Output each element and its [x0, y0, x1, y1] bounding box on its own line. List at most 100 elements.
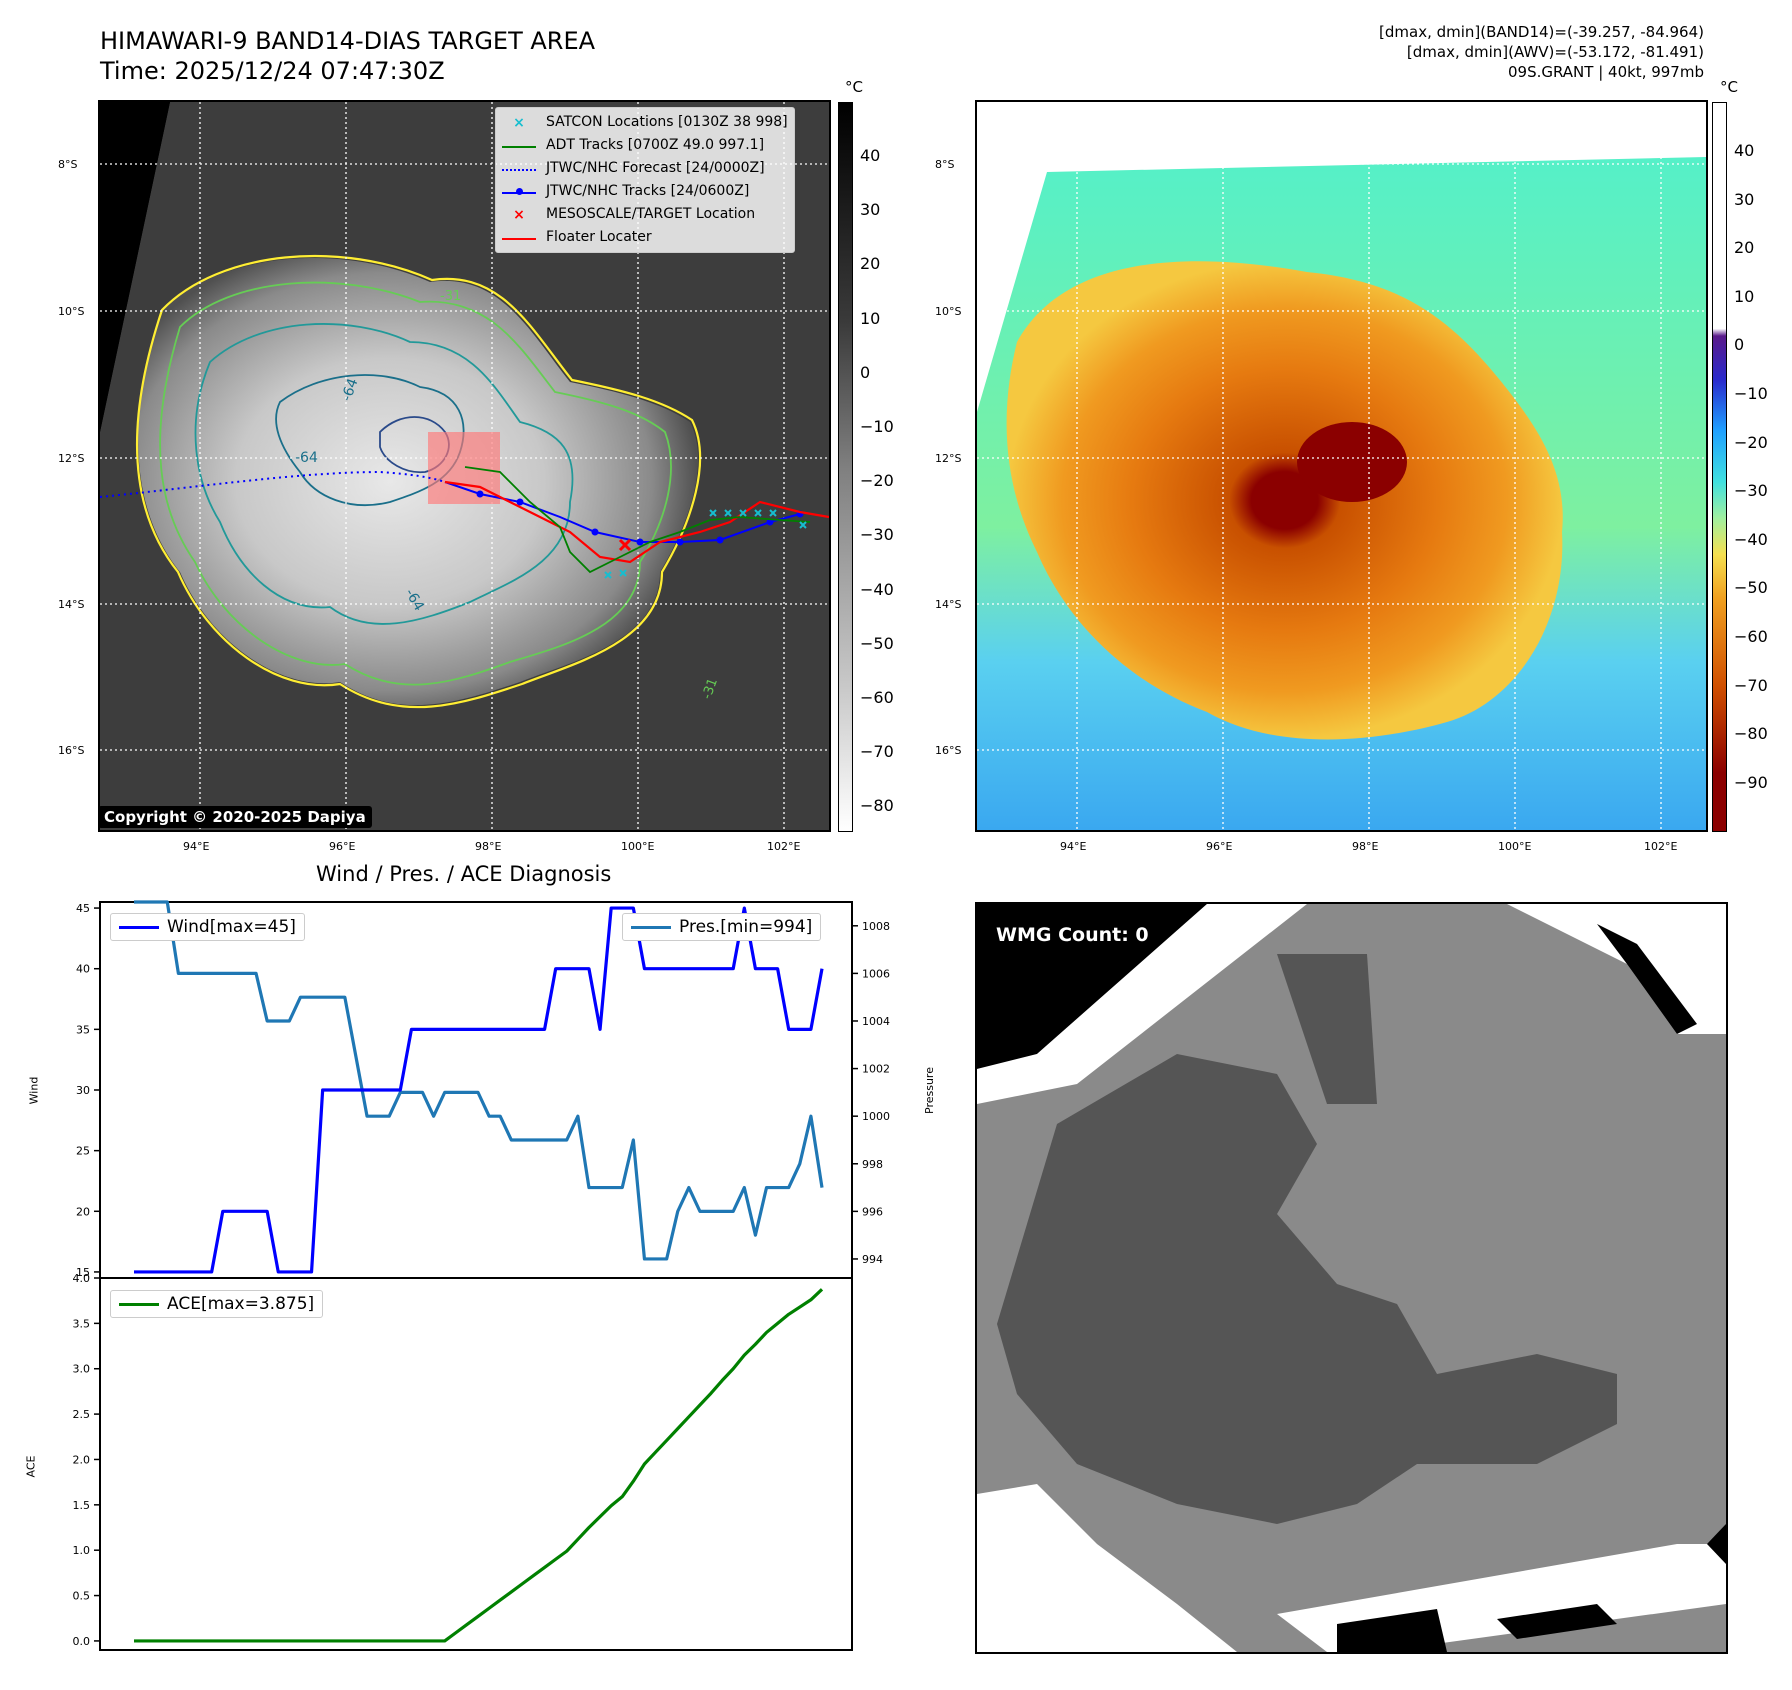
stats-block: [dmax, dmin](BAND14)=(-39.257, -84.964) …: [1379, 22, 1704, 82]
contour-yellow: [136, 254, 702, 709]
wmg-dark-region: [997, 1054, 1617, 1524]
copyright-badge: Copyright © 2020-2025 Dapiya: [98, 806, 372, 828]
lat-label: 12°S: [58, 452, 85, 465]
ace-tick-label: 3.5: [73, 1317, 91, 1330]
wmg-white-band-bl: [977, 1484, 1237, 1652]
wind-y-ticks: 15 20 25 30 35 40 45: [76, 902, 100, 1279]
colorbar-awv-unit: °C: [1720, 78, 1738, 96]
wind-tick-label: 40: [76, 963, 90, 976]
lat-label: 14°S: [58, 598, 85, 611]
lon-label: 96°E: [1206, 840, 1233, 853]
pres-tick-label: 1004: [862, 1015, 890, 1028]
pres-tick-label: 1008: [862, 920, 890, 933]
colorbar-tick: −50: [860, 633, 894, 653]
ace-axes: [99, 1277, 853, 1651]
lat-label: 8°S: [58, 158, 78, 171]
svg-text:-64: -64: [295, 450, 318, 466]
colorbar-tick: −10: [1734, 384, 1768, 403]
colorbar-tick: −20: [1734, 432, 1768, 452]
wind-tick-label: 20: [76, 1205, 90, 1218]
ace-tick-label: 0.0: [73, 1635, 91, 1648]
legend-floater: Floater Locater: [502, 226, 788, 249]
colorbar-tick: −40: [1734, 529, 1768, 549]
ace-tick-label: 3.0: [73, 1363, 91, 1376]
colorbar-tick: −60: [860, 688, 894, 707]
wmg-white-band-tl: [977, 904, 1307, 1104]
pres-y-ticks: 994 996 998 1000 1002 1004 1006 1008: [852, 920, 890, 1266]
colorbar-gray-unit: °C: [845, 78, 863, 96]
ace-tick-label: 2.5: [73, 1408, 91, 1421]
colorbar-tick: −70: [860, 742, 894, 762]
figure-time: Time: 2025/12/24 07:47:30Z: [100, 57, 445, 85]
pres-tick-label: 1006: [862, 967, 890, 980]
wmg-panel: [975, 902, 1728, 1654]
target-box: [428, 432, 500, 504]
lat-label: 16°S: [935, 744, 962, 757]
wind-legend: Wind[max=45]: [110, 913, 305, 941]
pressure-line: [134, 900, 824, 1261]
wind-tick-label: 30: [76, 1084, 90, 1097]
colorbar-tick: −30: [860, 525, 894, 545]
colorbar-tick: −70: [1734, 675, 1768, 695]
stats-awv: [dmax, dmin](AWV)=(-53.172, -81.491): [1406, 43, 1704, 61]
legend-forecast: JTWC/NHC Forecast [24/0000Z]: [502, 157, 788, 180]
colorbar-tick: 40: [1734, 141, 1755, 160]
lon-label: 100°E: [621, 840, 655, 853]
legend-adt: ADT Tracks [0700Z 49.0 997.1]: [502, 134, 788, 157]
colorbar-tick: −30: [1734, 481, 1768, 501]
figure-title: HIMAWARI-9 BAND14-DIAS TARGET AREA: [100, 27, 596, 55]
lon-label: 100°E: [1498, 840, 1532, 853]
satcon-points: [604, 509, 807, 579]
lon-label: 102°E: [1644, 840, 1678, 853]
awv-map-panel: [975, 100, 1708, 832]
colorbar-tick: −80: [860, 796, 894, 816]
ace-ylabel: ACE: [24, 1455, 38, 1478]
colorbar-tick: −40: [860, 579, 894, 599]
ace-tick-label: 2.0: [73, 1453, 91, 1466]
svg-text:-31: -31: [440, 289, 461, 304]
svg-text:-64: -64: [339, 376, 362, 403]
ace-y-ticks: 0.0 0.5 1.0 1.5 2.0 2.5 3.0 3.5 4.0: [73, 1272, 100, 1648]
legend-target: × MESOSCALE/TARGET Location: [513, 206, 756, 223]
colorbar-tick: −90: [1734, 772, 1768, 792]
series-lines: [134, 900, 824, 1643]
colorbar-tick: 40: [860, 146, 881, 165]
ace-tick-label: 1.5: [73, 1499, 91, 1512]
wind-tick-label: 45: [76, 902, 90, 915]
colorbar-tick: 0: [860, 362, 871, 382]
lon-label: 98°E: [475, 840, 502, 853]
wmg-count: WMG Count: 0: [988, 920, 1157, 950]
contour-green: [159, 281, 672, 686]
ace-legend: ACE[max=3.875]: [110, 1290, 324, 1318]
wind-axes: [99, 901, 853, 1279]
ace-tick-label: 4.0: [73, 1272, 91, 1285]
colorbar-tick: 10: [1734, 286, 1755, 306]
svg-text:-31: -31: [700, 676, 721, 701]
lat-label: 8°S: [935, 158, 955, 171]
colorbar-tick: 20: [860, 254, 881, 274]
awv-gridlines: [977, 102, 1706, 830]
awv-core: [1297, 422, 1407, 502]
lon-label: 102°E: [767, 840, 801, 853]
colorbar-tick: 20: [1734, 238, 1755, 258]
pres-tick-label: 1000: [862, 1110, 890, 1123]
colorbar-tick: 30: [860, 200, 881, 220]
best-track-points: [476, 490, 804, 546]
map-legend: × SATCON Locations [0130Z 38 998] ADT Tra…: [495, 107, 795, 253]
target-marker: [618, 538, 632, 552]
stats-band14: [dmax, dmin](BAND14)=(-39.257, -84.964): [1379, 23, 1704, 41]
lat-label: 10°S: [58, 305, 85, 318]
colorbar-tick: −50: [1734, 578, 1768, 598]
wind-tick-label: 35: [76, 1023, 90, 1036]
pressure-legend: Pres.[min=994]: [622, 913, 822, 941]
pressure-ylabel: Pressure: [922, 1067, 936, 1114]
ace-tick-label: 0.5: [73, 1590, 91, 1603]
ace-line: [134, 1288, 824, 1643]
contour-teal-outer: [194, 323, 574, 625]
colorbar-tick: −60: [1734, 627, 1768, 646]
diagnosis-chart: 15 20 25 30 35 40 45 994 996 998 1000 1002 1004 1006…: [73, 900, 890, 1651]
lat-label: 14°S: [935, 598, 962, 611]
lat-label: 16°S: [58, 744, 85, 757]
colorbar-tick: −10: [860, 417, 894, 436]
lat-label: 12°S: [935, 452, 962, 465]
